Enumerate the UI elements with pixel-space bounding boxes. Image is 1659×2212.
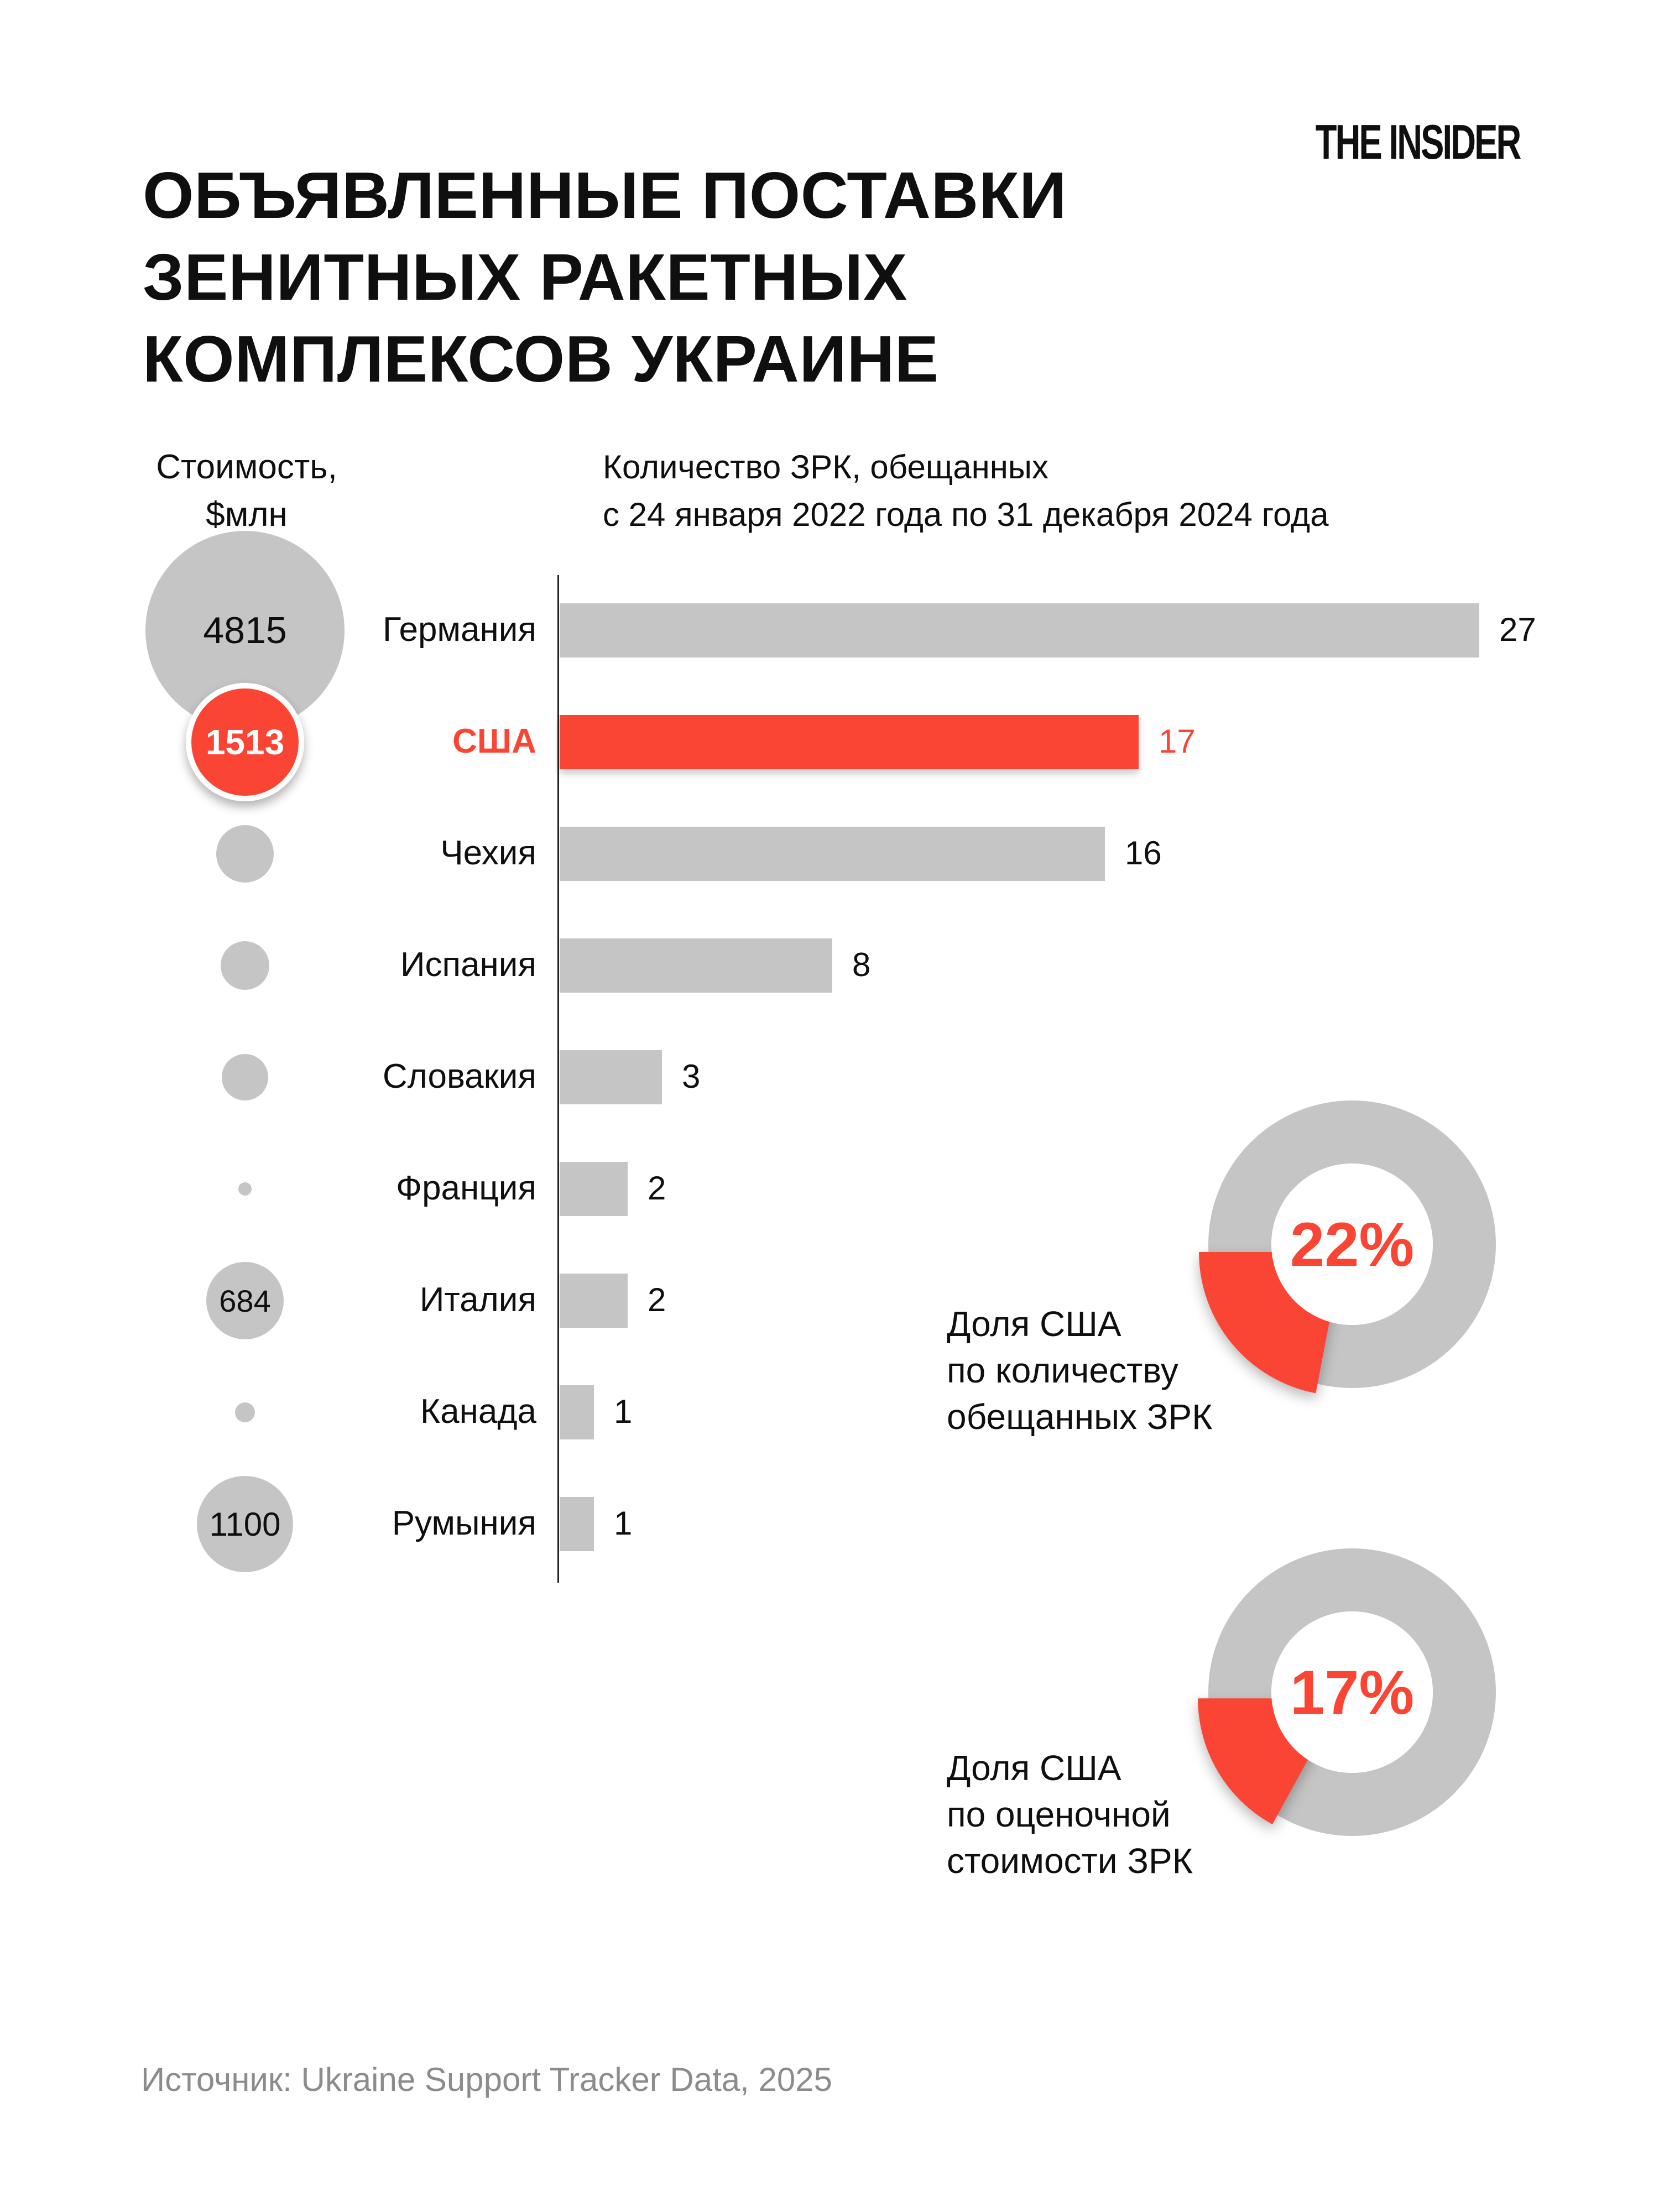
country-label: Франция [395, 1169, 536, 1208]
cost-column-header-line2: $млн [206, 495, 288, 534]
cost-bubble [235, 1402, 255, 1422]
count-value: 17 [1159, 723, 1196, 760]
country-label: Чехия [440, 834, 536, 873]
count-bar [560, 1497, 594, 1551]
donut-percent-label-count: 22% [1290, 1209, 1415, 1279]
table-row: Канада 1 [0, 1357, 1659, 1468]
country-label: Румыния [392, 1504, 536, 1543]
count-column-header-line1: Количество ЗРК, обещанных [603, 448, 1048, 486]
donut-caption-cost: Доля США по оценочной стоимости ЗРК [947, 1745, 1193, 1884]
count-column-header: Количество ЗРК, обещанных с 24 января 20… [603, 444, 1329, 539]
brand-logo: THE INSIDER [1315, 114, 1521, 169]
donut-ring [1208, 1100, 1496, 1388]
count-value: 2 [648, 1170, 666, 1207]
table-row: 1513 США 17 [0, 683, 1659, 801]
cost-column-header: Стоимость, $млн [138, 444, 355, 539]
page-title-line3: КОМПЛЕКСОВ УКРАИНЕ [143, 322, 939, 396]
count-bar [560, 603, 1479, 658]
donut-caption-count-line3: обещанных ЗРК [947, 1397, 1213, 1437]
count-value: 1 [614, 1393, 633, 1431]
cost-bubble [238, 1182, 252, 1196]
count-bar [560, 715, 1139, 769]
count-bar [560, 1274, 628, 1328]
count-bar [560, 1162, 628, 1216]
cost-bubble [222, 1054, 268, 1100]
table-row: Чехия 16 [0, 798, 1659, 910]
donut-caption-cost-line2: по оценочной [947, 1794, 1171, 1834]
table-row: 4815 Германия 27 [0, 531, 1659, 730]
cost-column-header-line1: Стоимость, [156, 448, 337, 486]
axis-line [557, 575, 559, 1583]
donut-chart-cost-share [1198, 1548, 1496, 1836]
count-column-header-line2: с 24 января 2022 года по 31 декабря 2024… [603, 496, 1329, 533]
page-title-line2: ЗЕНИТНЫХ РАКЕТНЫХ [143, 240, 907, 314]
count-value: 16 [1125, 834, 1162, 872]
table-row: 1100 Румыния 1 [0, 1468, 1659, 1580]
country-label: Германия [383, 611, 536, 649]
country-label: Словакия [382, 1057, 536, 1096]
table-row: Франция 2 [0, 1133, 1659, 1245]
donut-caption-cost-line1: Доля США [947, 1748, 1121, 1788]
donut-caption-count-line1: Доля США [947, 1304, 1121, 1344]
country-label: Испания [400, 946, 536, 984]
donut-percent-label-cost: 17% [1290, 1657, 1415, 1727]
count-value: 8 [852, 946, 871, 984]
page-title: ОБЪЯВЛЕННЫЕ ПОСТАВКИ ЗЕНИТНЫХ РАКЕТНЫХ К… [143, 155, 1067, 400]
cost-value: 1513 [205, 722, 285, 762]
donut-hole [1271, 1611, 1433, 1773]
donut-caption-count: Доля США по количеству обещанных ЗРК [947, 1301, 1212, 1440]
page-title-line1: ОБЪЯВЛЕННЫЕ ПОСТАВКИ [143, 158, 1067, 232]
cost-bubble: 684 [206, 1262, 284, 1339]
table-row: 684 Италия 2 [0, 1245, 1659, 1357]
cost-bubble [216, 825, 274, 883]
cost-bubble: 1100 [197, 1476, 293, 1572]
cost-bubble: 1513 [186, 683, 304, 801]
cost-bubble [221, 941, 269, 990]
donut-caption-count-line2: по количеству [947, 1350, 1178, 1390]
count-value: 2 [648, 1281, 666, 1319]
count-bar [560, 1385, 594, 1439]
source-line: Источник: Ukraine Support Tracker Data, … [141, 2061, 832, 2098]
count-value: 1 [614, 1505, 633, 1542]
count-bar [560, 827, 1105, 881]
country-label: Канада [420, 1392, 536, 1431]
cost-value: 1100 [209, 1505, 281, 1543]
donut-ring [1208, 1548, 1496, 1836]
count-bar [560, 1050, 662, 1104]
donut-caption-cost-line3: стоимости ЗРК [947, 1841, 1193, 1881]
country-label: Италия [419, 1281, 536, 1319]
table-row: Словакия 3 [0, 1021, 1659, 1133]
table-row: Испания 8 [0, 910, 1659, 1021]
cost-value: 684 [219, 1283, 271, 1318]
donut-chart-count-share [1199, 1100, 1496, 1394]
country-label: США [452, 722, 536, 761]
count-bar [560, 938, 832, 993]
count-value: 3 [682, 1058, 701, 1095]
count-value: 27 [1499, 611, 1536, 649]
donut-hole [1271, 1164, 1433, 1325]
cost-value: 4815 [203, 609, 287, 651]
